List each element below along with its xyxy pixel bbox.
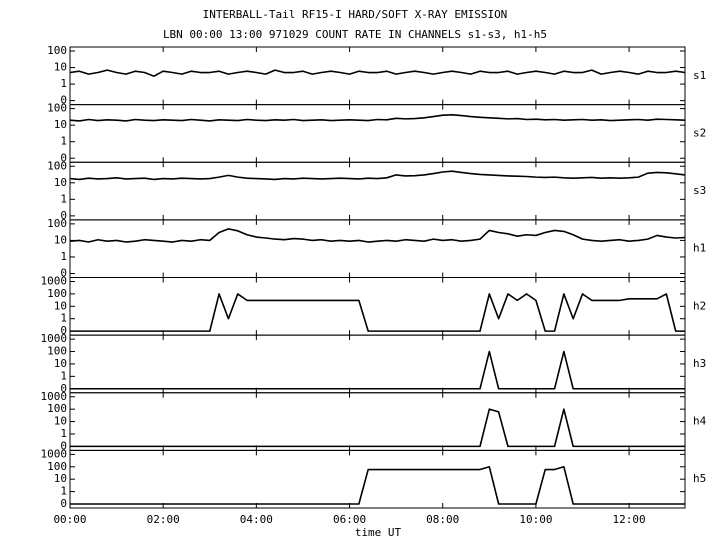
series-label: s1: [693, 69, 706, 82]
chart-title: INTERBALL-Tail RF15-I HARD/SOFT X-RAY EM…: [203, 8, 508, 21]
x-tick-label: 12:00: [613, 513, 646, 526]
x-tick-label: 00:00: [53, 513, 86, 526]
y-tick-label: 10: [54, 415, 67, 428]
y-tick-label: 1: [60, 135, 67, 148]
y-tick-label: 10: [54, 176, 67, 189]
y-tick-label: 100: [47, 460, 67, 473]
panel-frame: [69, 277, 686, 336]
chart-subtitle: LBN 00:00 13:00 971029 COUNT RATE IN CHA…: [163, 28, 547, 41]
series-label: h3: [693, 357, 706, 370]
data-line: [70, 465, 685, 505]
y-tick-label: 1: [60, 192, 67, 205]
y-tick-label: 10: [54, 357, 67, 370]
y-tick-label: 1: [60, 77, 67, 90]
y-tick-label: 1: [60, 312, 67, 325]
x-axis-label: time UT: [355, 526, 402, 539]
y-tick-label: 100: [47, 287, 67, 300]
y-tick-label: 0: [60, 209, 67, 222]
data-line: [69, 69, 686, 77]
y-tick-label: 10: [54, 233, 67, 246]
series-label: s3: [693, 184, 706, 197]
series-label: h5: [693, 472, 706, 485]
y-tick-label: 100: [47, 44, 67, 57]
panel-frame: [69, 161, 686, 221]
y-tick-label: 10: [54, 299, 67, 312]
y-tick-label: 100: [47, 345, 67, 358]
y-tick-label: 100: [47, 102, 67, 115]
series-label: h4: [693, 415, 707, 428]
y-tick-label: 0: [60, 497, 67, 510]
data-line: [70, 408, 685, 448]
data-line: [69, 114, 686, 122]
series-label: h1: [693, 242, 706, 255]
data-line: [69, 170, 686, 181]
data-line: [69, 228, 686, 243]
data-line: [70, 293, 685, 332]
panel-frame: [69, 449, 686, 509]
y-tick-label: 0: [60, 94, 67, 107]
y-tick-label: 1: [60, 369, 67, 382]
y-tick-label: 1000: [41, 447, 68, 460]
y-tick-label: 0: [60, 439, 67, 452]
y-tick-label: 1: [60, 250, 67, 263]
panel-frame: [69, 219, 686, 278]
panel-frame: [69, 334, 686, 394]
y-tick-label: 10: [54, 61, 67, 74]
x-tick-label: 08:00: [426, 513, 459, 526]
y-tick-label: 0: [60, 324, 67, 337]
data-line: [70, 350, 685, 390]
y-tick-label: 1000: [41, 390, 68, 403]
series-label: h2: [693, 299, 706, 312]
panel-frame: [69, 392, 686, 451]
x-tick-label: 04:00: [240, 513, 273, 526]
y-tick-label: 100: [47, 402, 67, 415]
y-tick-label: 0: [60, 382, 67, 395]
y-tick-label: 0: [60, 151, 67, 164]
series-label: s2: [693, 126, 706, 139]
y-tick-label: 1: [60, 485, 67, 498]
y-tick-label: 100: [47, 217, 67, 230]
y-tick-label: 1000: [41, 275, 68, 288]
panel-frame: [69, 104, 686, 163]
y-tick-label: 10: [54, 118, 67, 131]
y-tick-label: 0: [60, 267, 67, 280]
x-tick-label: 02:00: [147, 513, 180, 526]
y-tick-label: 1000: [41, 332, 68, 345]
y-tick-label: 100: [47, 159, 67, 172]
x-tick-label: 06:00: [333, 513, 366, 526]
x-tick-label: 10:00: [519, 513, 552, 526]
y-tick-label: 1: [60, 427, 67, 440]
panel-frame: [69, 46, 686, 106]
y-tick-label: 10: [54, 472, 67, 485]
